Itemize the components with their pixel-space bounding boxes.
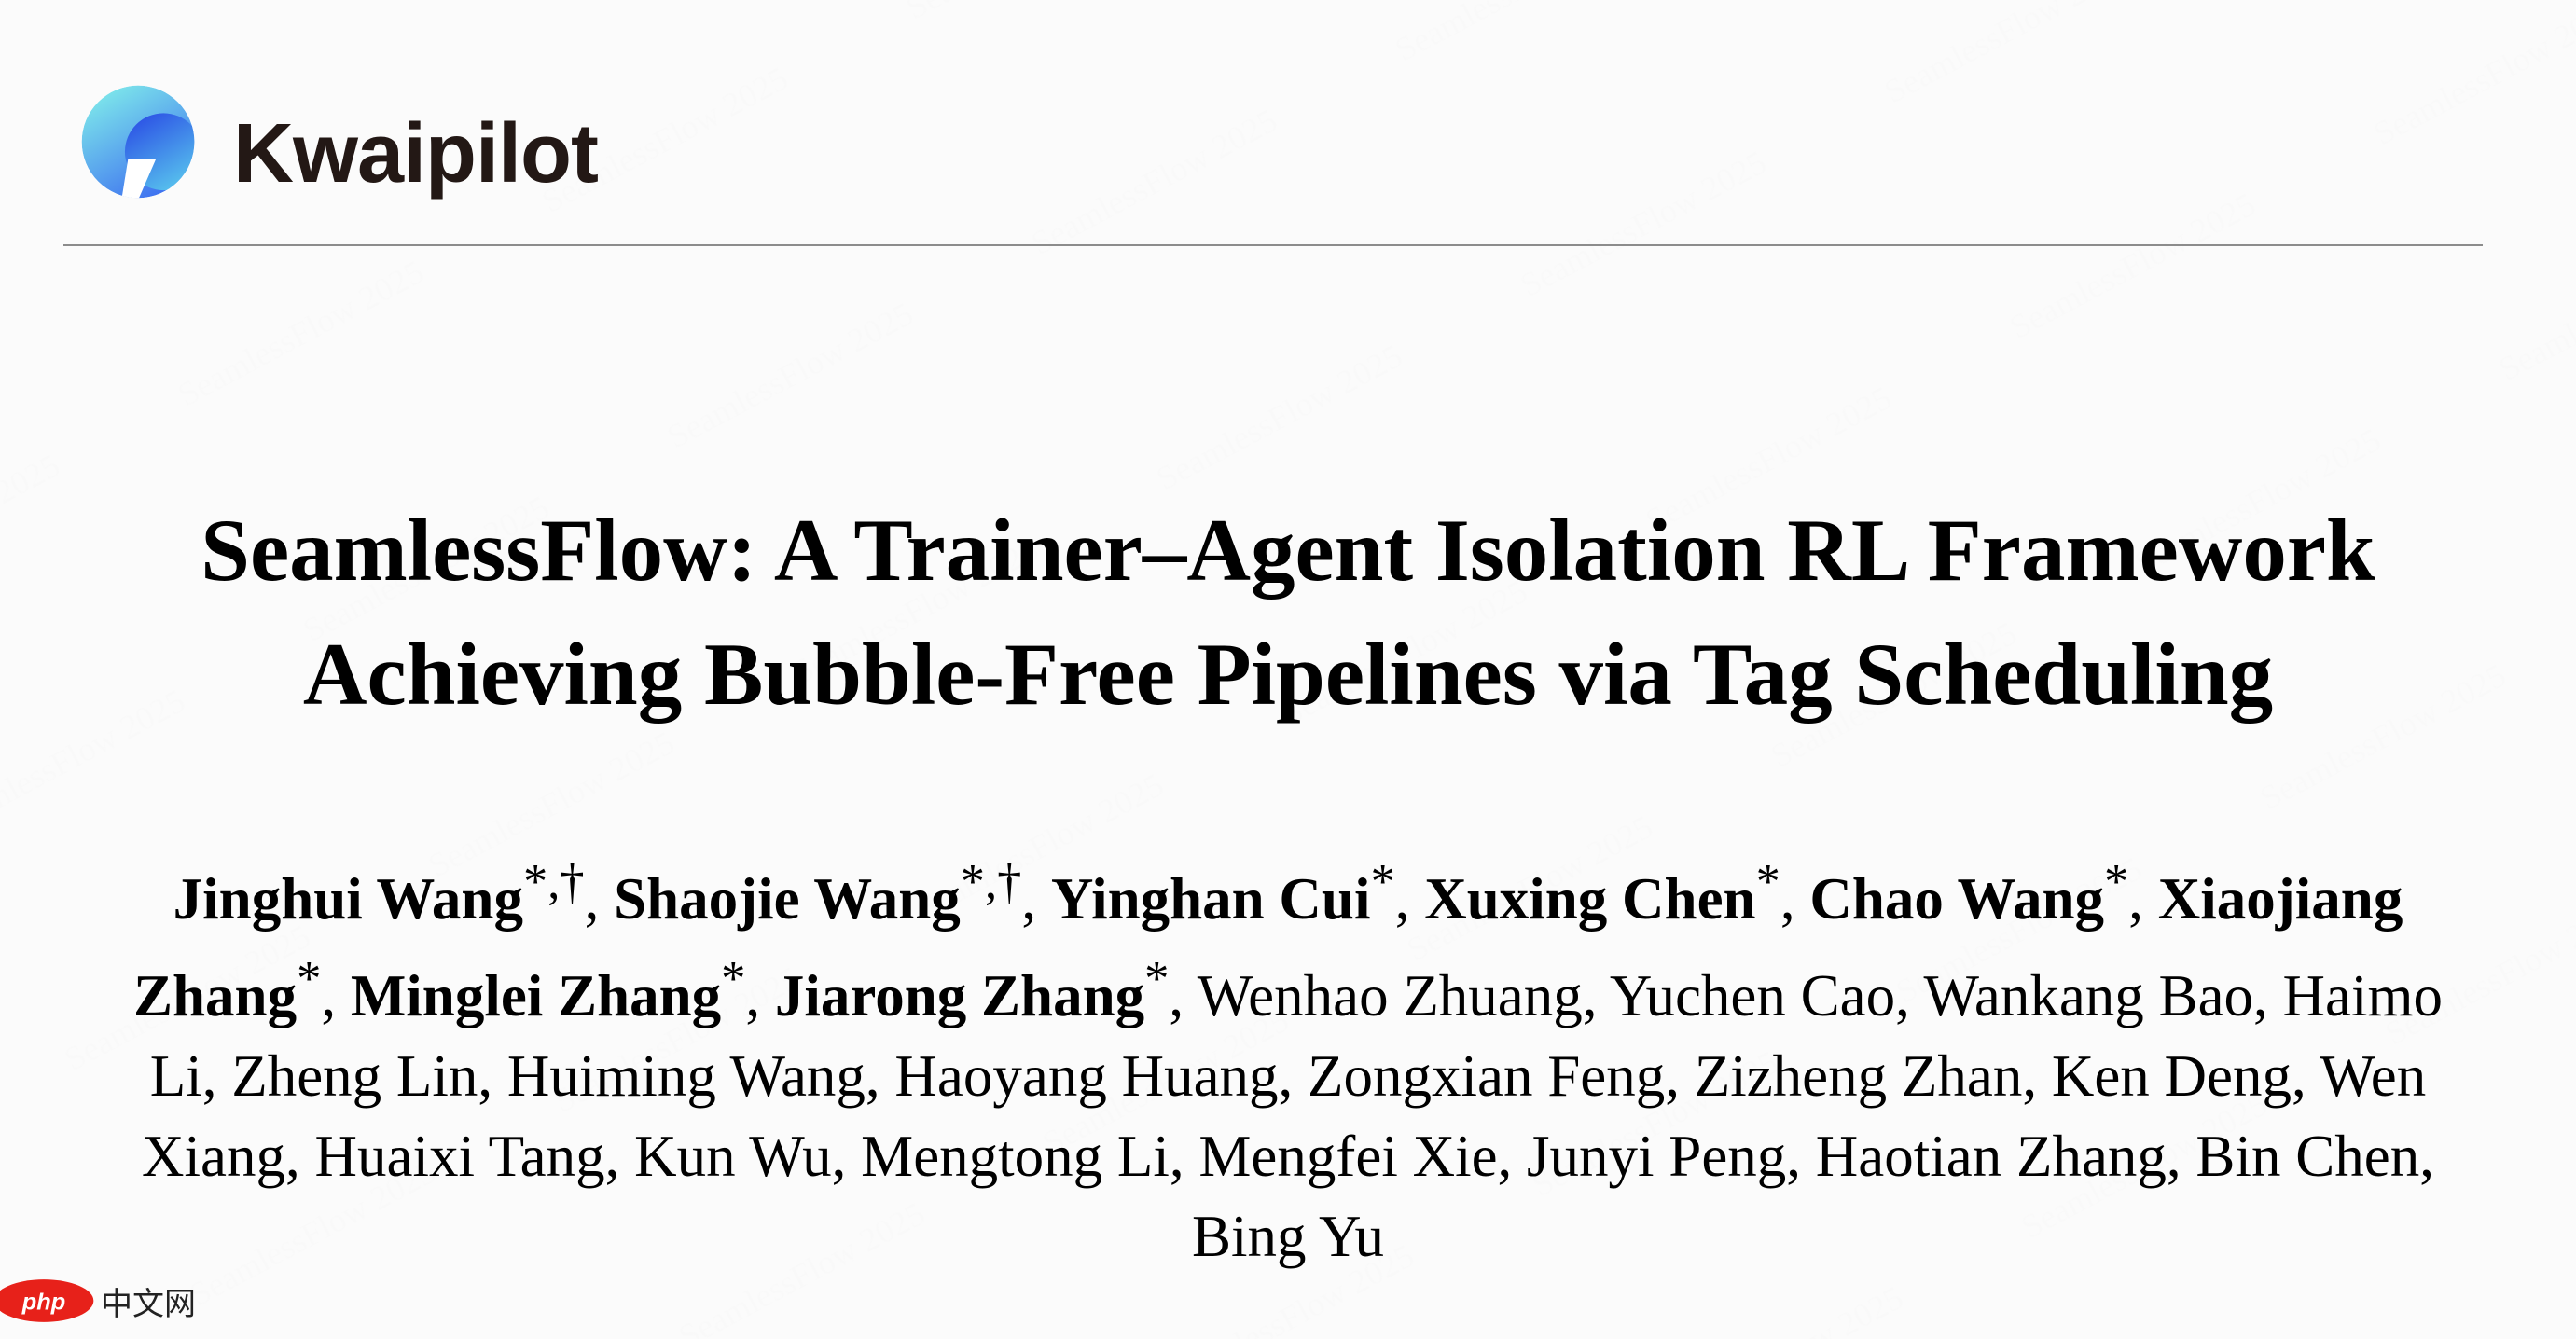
svg-text:php: php — [21, 1289, 66, 1315]
